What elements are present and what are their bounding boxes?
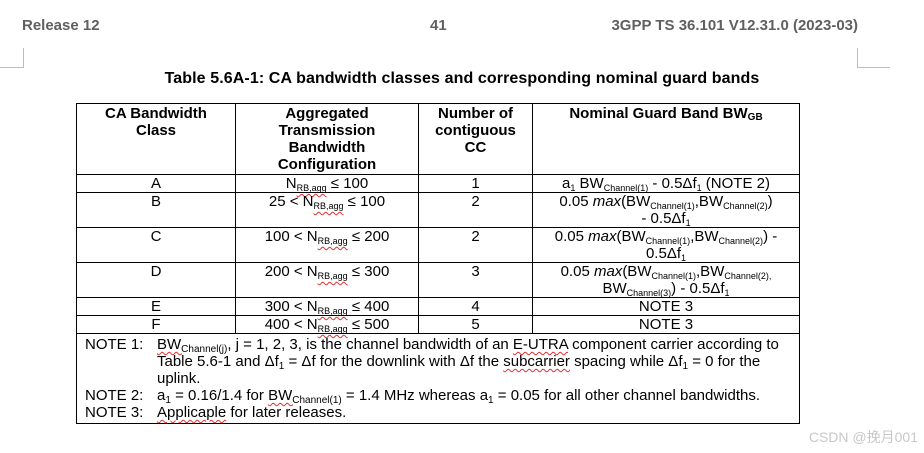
cell-cc: 2 [418,192,533,228]
table-row: C 100 < NRB,agg ≤ 200 2 0.05 max(BWChannel(… [76,227,800,263]
col-header-agg-line: Configuration [277,156,377,173]
cell-cc: 1 [418,174,533,193]
agg-post: ≤ 500 [347,316,390,333]
cell-cc: 5 [418,315,533,334]
note-text: BWChannel(j), j = 1, 2, 3, is the channe… [157,336,779,387]
cell-class: B [76,192,236,228]
agg-post: ≤ 200 [347,228,390,245]
cell-cc: 4 [418,297,533,316]
table-row: F 400 < NRB,agg ≤ 500 5 NOTE 3 [76,315,800,334]
note-key: NOTE 2: [85,387,144,404]
note-item: NOTE 1: BWChannel(j), j = 1, 2, 3, is the… [85,336,791,387]
cell-aggregated: 25 < NRB,agg ≤ 100 [235,192,419,228]
col-header-class: CA Bandwidth Class [76,103,236,175]
crop-mark-right-horizontal [857,67,890,68]
notes-cell: NOTE 1: BWChannel(j), j = 1, 2, 3, is the… [76,333,800,424]
col-header-agg-line: Transmission [278,122,376,139]
col-header-class-line: CA Bandwidth [105,105,207,122]
agg-pre: 300 < N [264,298,318,315]
agg-sub: RB,agg [313,201,344,211]
agg-post: ≤ 100 [326,175,369,192]
header-spec-id: 3GPP TS 36.101 V12.31.0 (2023-03) [611,17,858,34]
agg-sub: RB,agg [317,324,348,334]
table-row: A NRB,agg ≤ 100 1 a1 BWChannel(1) - 0.5Δf1 … [76,174,800,193]
cell-aggregated: 400 < NRB,agg ≤ 500 [235,315,419,334]
note-item: NOTE 3: Applicaple for later releases. [85,404,791,421]
col-header-agg-line: Bandwidth [288,139,366,156]
crop-mark-right-vertical [857,48,858,68]
note-text: Applicaple for later releases. [157,404,347,421]
agg-pre: N [285,175,297,192]
cell-class: C [76,227,236,263]
agg-post: ≤ 300 [347,263,390,280]
col-header-aggregated: Aggregated Transmission Bandwidth Config… [235,103,419,175]
note-item: NOTE 2: a1 = 0.16/1.4 for BWChannel(1) = … [85,387,791,406]
cell-class: A [76,174,236,193]
crop-mark-left-horizontal [0,67,24,68]
cell-guard-band: 0.05 max(BWChannel(1),BWChannel(2)) - 0.5… [532,192,800,228]
cell-guard-band: 0.05 max(BWChannel(1),BWChannel(2), BWCha… [532,262,800,298]
col-header-gb-sub: GB [747,112,763,123]
cell-cc: 3 [418,262,533,298]
table-header-row: CA Bandwidth Class Aggregated Transmissi… [76,103,800,175]
note-key: NOTE 3: [85,404,144,421]
cell-aggregated: 200 < NRB,agg ≤ 300 [235,262,419,298]
col-header-agg-line: Aggregated [285,105,369,122]
agg-sub: RB,agg [317,271,348,281]
cell-guard-band: a1 BWChannel(1) - 0.5Δf1 (NOTE 2) [532,174,800,193]
cell-guard-band: NOTE 3 [532,297,800,316]
crop-mark-left-vertical [23,48,24,68]
header-release: Release 12 [22,17,100,34]
agg-pre: 200 < N [264,263,318,280]
cell-class: E [76,297,236,316]
notes-row: NOTE 1: BWChannel(j), j = 1, 2, 3, is the… [76,333,800,424]
col-header-cc-line: CC [464,139,487,156]
note-text: a1 = 0.16/1.4 for BWChannel(1) = 1.4 MHz… [157,387,761,406]
agg-pre: 25 < N [268,193,314,210]
header-page-number: 41 [430,17,447,34]
table-title: Table 5.6A-1: CA bandwidth classes and c… [164,70,760,87]
ca-bandwidth-table: CA Bandwidth Class Aggregated Transmissi… [76,103,800,424]
note-key: NOTE 1: [85,336,144,353]
agg-pre: 400 < N [264,316,318,333]
col-header-class-line: Class [135,122,177,139]
cell-guard-band: NOTE 3 [532,315,800,334]
agg-post: ≤ 400 [347,298,390,315]
agg-sub: RB,agg [317,236,348,246]
cell-aggregated: 100 < NRB,agg ≤ 200 [235,227,419,263]
cell-cc: 2 [418,227,533,263]
table-row: D 200 < NRB,agg ≤ 300 3 0.05 max(BWChannel(… [76,262,800,298]
col-header-guard-band: Nominal Guard Band BWGB [532,103,800,175]
col-header-cc-line: Number of [438,105,513,122]
cell-class: F [76,315,236,334]
cell-aggregated: NRB,agg ≤ 100 [235,174,419,193]
col-header-gb-text: Nominal Guard Band BW [569,105,748,122]
agg-pre: 100 < N [264,228,318,245]
agg-sub: RB,agg [296,183,327,193]
agg-sub: RB,agg [317,306,348,316]
cell-class: D [76,262,236,298]
watermark: CSDN @挽月001 [808,429,918,445]
col-header-cc-line: contiguous [435,122,516,139]
col-header-cc: Number of contiguous CC [418,103,533,175]
agg-post: ≤ 100 [343,193,386,210]
cell-aggregated: 300 < NRB,agg ≤ 400 [235,297,419,316]
table-row: E 300 < NRB,agg ≤ 400 4 NOTE 3 [76,297,800,316]
cell-guard-band: 0.05 max(BWChannel(1),BWChannel(2)) -0.5… [532,227,800,263]
table-row: B 25 < NRB,agg ≤ 100 2 0.05 max(BWChannel(1… [76,192,800,228]
